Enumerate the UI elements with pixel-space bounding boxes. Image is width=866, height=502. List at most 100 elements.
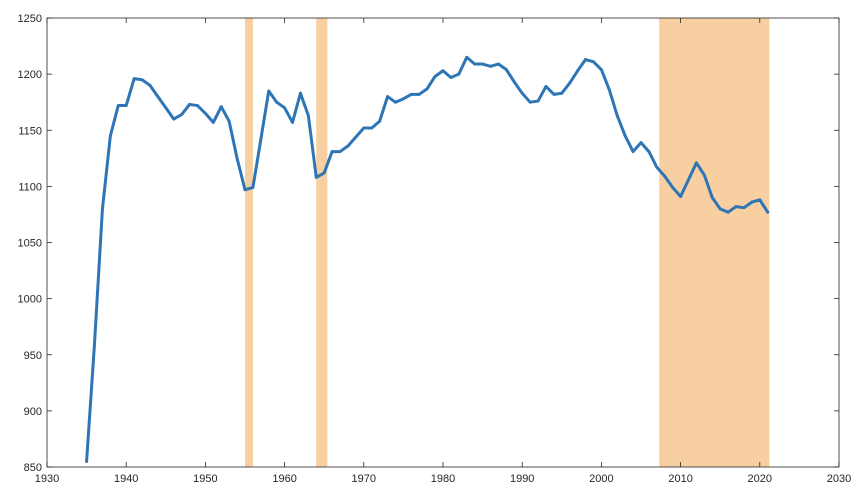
data-point [702, 173, 706, 177]
data-point [465, 55, 469, 59]
data-point [544, 85, 548, 88]
x-tick-label: 2030 [827, 473, 851, 485]
data-point [679, 195, 682, 198]
data-point [283, 106, 286, 110]
data-point [687, 178, 690, 182]
data-point [433, 74, 437, 78]
data-point [124, 104, 128, 107]
data-point [758, 198, 762, 202]
data-point [243, 188, 247, 192]
data-point [140, 78, 144, 82]
data-point [251, 186, 255, 189]
data-point [623, 134, 627, 138]
data-point [101, 207, 104, 211]
data-point [409, 92, 413, 96]
data-point [671, 186, 675, 189]
data-point [330, 150, 334, 153]
data-point [766, 210, 770, 214]
data-point [560, 91, 564, 95]
data-point [481, 62, 484, 66]
data-point [188, 103, 191, 106]
y-tick-label: 1200 [18, 69, 42, 81]
y-tick-label: 1000 [18, 294, 42, 306]
data-point [734, 205, 738, 208]
data-point [473, 62, 477, 66]
data-point [322, 171, 326, 175]
data-point [457, 72, 461, 76]
data-point [354, 135, 358, 139]
data-point [314, 175, 318, 179]
data-point [338, 150, 342, 153]
x-tick-label: 1980 [431, 473, 455, 485]
data-point [528, 100, 532, 104]
x-tick-label: 1940 [114, 473, 138, 485]
data-point [394, 100, 397, 104]
data-point [489, 64, 492, 68]
data-point [417, 92, 421, 96]
x-tick-label: 1950 [193, 473, 217, 485]
data-point [402, 97, 405, 101]
data-point [196, 104, 199, 107]
data-point [211, 120, 215, 124]
data-point [291, 120, 294, 124]
data-point [600, 68, 603, 72]
data-point [695, 161, 698, 165]
data-point [552, 92, 556, 96]
data-point [164, 106, 168, 110]
data-point [584, 58, 587, 61]
y-tick-label: 900 [24, 406, 42, 418]
data-point [655, 165, 659, 169]
data-point [378, 119, 382, 123]
x-tick-label: 1990 [510, 473, 534, 485]
data-point [449, 76, 453, 79]
data-point [259, 137, 263, 141]
data-point [386, 95, 389, 98]
x-tick-label: 2000 [589, 473, 613, 485]
data-point [227, 119, 231, 123]
shaded-period-0 [245, 18, 253, 467]
data-point [108, 134, 112, 138]
data-point [148, 83, 152, 87]
data-point [742, 206, 746, 210]
data-point [726, 210, 730, 214]
shaded-period-2 [659, 18, 770, 467]
y-tick-label: 1150 [18, 125, 42, 137]
y-tick-label: 1050 [18, 238, 42, 250]
data-point [647, 150, 651, 153]
data-point [710, 196, 714, 200]
series-layer [85, 55, 770, 463]
data-point [607, 88, 611, 92]
data-point [275, 100, 279, 104]
shaded-period-1 [316, 18, 328, 467]
data-point [718, 207, 722, 211]
y-tick-label: 1100 [18, 181, 42, 193]
x-tick-label: 2010 [668, 473, 692, 485]
data-point [172, 117, 176, 121]
data-point [85, 459, 88, 463]
data-point [504, 68, 508, 72]
x-tick-label: 1930 [35, 473, 59, 485]
data-point [663, 174, 667, 178]
shaded-periods [245, 18, 770, 467]
data-point [306, 114, 310, 118]
axes: 1930 1940 1950 1960 1970 1980 1990 2000 2010 2020… [18, 13, 852, 485]
data-point [441, 69, 445, 73]
y-tick-label: 950 [24, 350, 42, 362]
data-point [299, 91, 302, 95]
data-point [750, 200, 754, 204]
data-point [116, 104, 120, 107]
data-point [592, 60, 595, 64]
x-tick-label: 1970 [352, 473, 376, 485]
y-tick-label: 850 [24, 462, 42, 474]
data-point [576, 69, 580, 73]
data-point [631, 150, 635, 153]
data-point [520, 91, 524, 95]
data-point [370, 126, 374, 130]
data-point [497, 62, 500, 66]
x-tick-label: 1960 [272, 473, 296, 485]
data-point [204, 112, 207, 115]
data-point [512, 80, 516, 84]
x-tick-label: 2020 [748, 473, 772, 485]
data-point [156, 95, 160, 98]
